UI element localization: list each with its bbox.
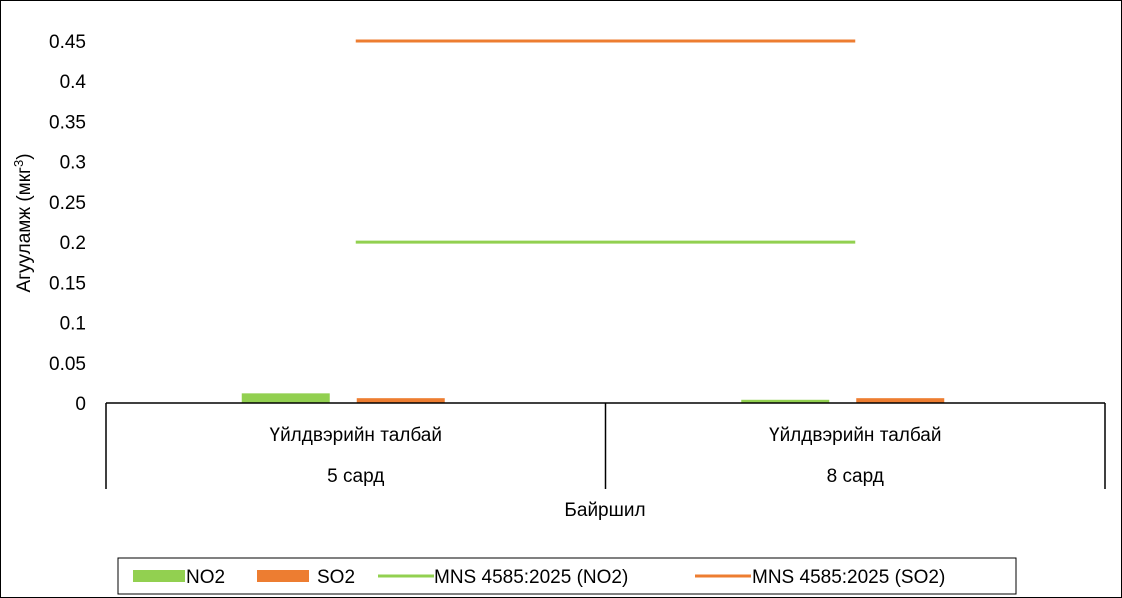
bar-so2 [356,398,445,403]
legend-swatch-no2 [133,570,185,582]
y-tick-label: 0.15 [49,273,86,294]
category-period-label: 5 сард [327,466,384,487]
legend-label: MNS 4585:2025 (SO2) [752,567,945,588]
legend-label: SO2 [317,567,355,588]
bar-no2 [741,399,830,403]
y-tick-label: 0.4 [60,72,87,93]
x-axis-title: Байршил [564,500,645,521]
category-location-label: Үйлдвэрийн талбай [769,425,941,446]
bar-so2 [856,398,945,403]
legend-label: MNS 4585:2025 (NO2) [434,567,628,588]
y-tick-label: 0.1 [60,314,86,335]
legend-label: NO2 [186,567,225,588]
y-axis-title-superscript: 3 [11,160,26,167]
y-tick-label: 0.2 [60,233,86,254]
legend-box [117,557,1017,595]
y-axis-title: Агууламж (мкг3) [11,153,36,292]
category-period-label: 8 сард [827,466,884,487]
y-tick-label: 0 [75,394,86,415]
y-tick-label: 0.3 [60,153,86,174]
category-location-label: Үйлдвэрийн талбай [270,425,442,446]
legend-swatch-so2 [257,570,309,582]
y-tick-label: 0.45 [49,32,86,53]
bar-no2 [241,393,330,403]
y-tick-label: 0.35 [49,112,86,133]
y-tick-label: 0.25 [49,193,86,214]
y-tick-label: 0.05 [49,354,86,375]
